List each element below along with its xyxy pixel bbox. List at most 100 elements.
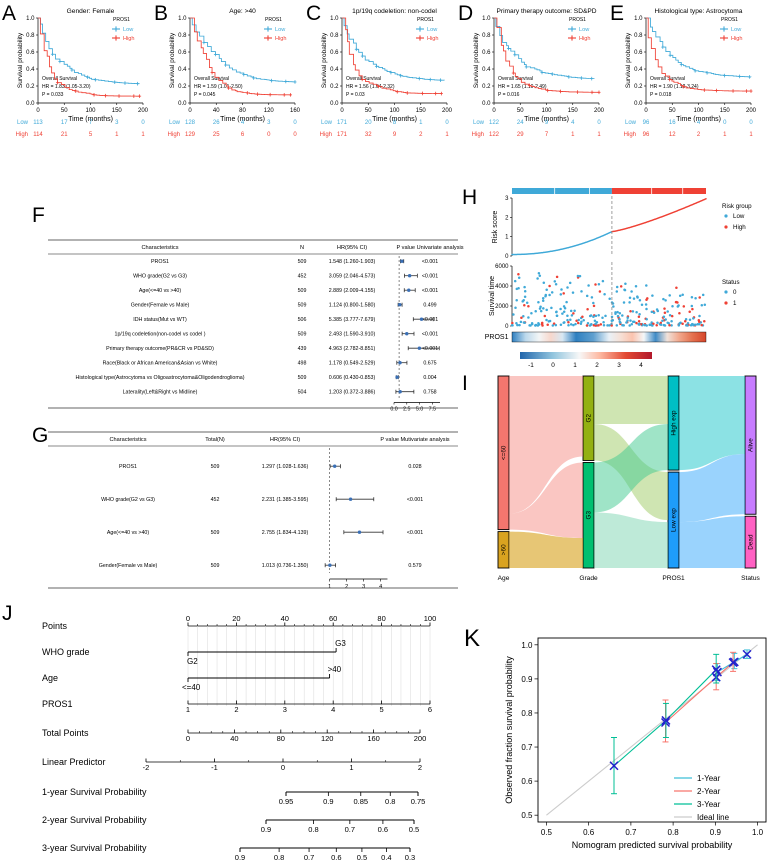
risk-count-low: 4: [241, 120, 245, 126]
surv-point: [618, 317, 621, 321]
panel-letter: C: [306, 2, 321, 25]
forest-header-hr: HR(95% CI): [337, 245, 367, 251]
km-ytick: 0.2: [634, 84, 643, 90]
total-points-axis-tick: 160: [367, 734, 380, 743]
forest-multivariate-panel: G Characteristics Total(N) HR(95% CI) P valu…: [32, 424, 458, 590]
surv-point: [562, 321, 565, 325]
sankey-body: I <=60 >60 G2 G3 High exp Low exp Alive Dead Age G…: [462, 372, 761, 582]
risk-group-legend-item: High: [733, 224, 746, 231]
risk-count-high: 21: [61, 132, 68, 138]
total-points-axis-tick: 120: [321, 734, 334, 743]
km-annot-title: Overall Survival: [498, 76, 533, 82]
surv-point: [560, 288, 563, 291]
km-ytick: 0.2: [26, 84, 35, 90]
risk-ytick: 2: [505, 215, 509, 221]
risk-label-low: Low: [473, 120, 485, 126]
surv-point: [652, 311, 656, 315]
surv-point: [553, 280, 557, 283]
surv2-axis-tick: 0.7: [345, 825, 355, 834]
surv-point: [703, 319, 706, 323]
points-axis-tick: 0: [186, 614, 190, 623]
surv-point: [668, 294, 671, 297]
forest-row-hr: 2.755 (1.834-4.139): [262, 530, 309, 536]
pros1-colorbar: [520, 352, 652, 359]
surv-ytick: 2000: [495, 304, 509, 310]
forest-point-estimate: [398, 303, 402, 307]
forest-row-n: 439: [298, 346, 307, 352]
km-ylabel: Survival probability: [17, 32, 24, 88]
surv-point: [542, 307, 545, 310]
km-ytick: 0.0: [482, 101, 491, 107]
surv-point: [511, 321, 514, 325]
panel-letter: G: [32, 424, 48, 447]
surv-point: [523, 321, 526, 324]
colorbar-tick: 4: [639, 362, 643, 369]
surv-point: [700, 303, 704, 307]
km-xtick: 150: [416, 108, 427, 114]
surv-point: [597, 282, 601, 286]
risk-count-low: 0: [597, 120, 601, 126]
surv-point: [666, 310, 669, 313]
km-xtick: 50: [517, 108, 524, 114]
nomogram-row-label: Points: [42, 621, 68, 631]
surv-point: [688, 318, 692, 321]
km-ytick: 0.6: [178, 50, 187, 56]
risk-count-high: 32: [365, 132, 372, 138]
surv-point: [626, 319, 629, 322]
surv-point: [576, 274, 580, 278]
km-curve: [38, 17, 141, 97]
km-xtick: 80: [239, 108, 246, 114]
sankey-axis-label: Grade: [579, 575, 598, 582]
surv-point: [539, 305, 542, 308]
surv-point: [650, 310, 654, 314]
who-grade-label-g2: G2: [187, 657, 198, 666]
surv-point: [592, 315, 595, 319]
sankey-node-grade-g3-label: G3: [586, 511, 593, 520]
risk-label-low: Low: [625, 120, 637, 126]
surv-point: [582, 318, 585, 322]
panel-letter: E: [610, 2, 624, 25]
linear-predictor-axis-tick: -2: [143, 763, 150, 772]
calibration-ytick: 0.7: [521, 743, 533, 752]
km-legend-item: High: [579, 36, 591, 42]
surv-ylabel: Survival time: [489, 276, 496, 316]
heatmap-row-label: PROS1: [485, 334, 509, 341]
surv-point: [601, 279, 605, 283]
forest-row-p: <0.001: [422, 346, 438, 352]
nomogram-row-label: WHO grade: [42, 647, 90, 657]
surv-point: [527, 316, 530, 319]
surv-point: [618, 312, 622, 315]
surv-point: [610, 324, 613, 327]
surv-point: [681, 322, 684, 326]
surv-point: [547, 320, 551, 323]
surv-point: [594, 314, 598, 318]
km-xtick: 0: [188, 108, 192, 114]
km-annot-hr: HR = 1.56 (1.04-2.32): [346, 84, 395, 90]
surv-point: [559, 293, 563, 296]
surv-point: [636, 295, 639, 298]
points-axis-tick: 20: [232, 614, 240, 623]
forest-row-hr: 1.178 (0.549-2.529): [329, 361, 376, 367]
surv-point: [602, 324, 606, 327]
surv2-axis-tick: 0.5: [409, 825, 419, 834]
km-ytick: 0.4: [178, 67, 187, 73]
risk-label-high: High: [624, 132, 636, 138]
km-title: Age: >40: [229, 8, 256, 15]
surv-point: [550, 306, 553, 310]
surv-point: [666, 321, 669, 324]
surv-point: [655, 324, 658, 327]
surv-point: [523, 285, 526, 289]
surv-point: [515, 321, 518, 325]
surv-point: [575, 319, 578, 323]
surv-point: [587, 284, 590, 287]
risk-count-high: 114: [33, 132, 43, 138]
forest-row-p: <0.001: [422, 317, 438, 323]
surv-point: [559, 323, 563, 326]
surv-point: [701, 293, 705, 297]
risk-count-high: 122: [489, 132, 500, 138]
risk-body: H 3 2 1 0 Risk score Risk group Low High 6000 4000…: [462, 186, 752, 343]
surv-point: [628, 324, 631, 327]
surv-point: [512, 313, 515, 316]
surv-point: [569, 318, 572, 322]
pros1-axis-tick: 3: [283, 705, 287, 714]
